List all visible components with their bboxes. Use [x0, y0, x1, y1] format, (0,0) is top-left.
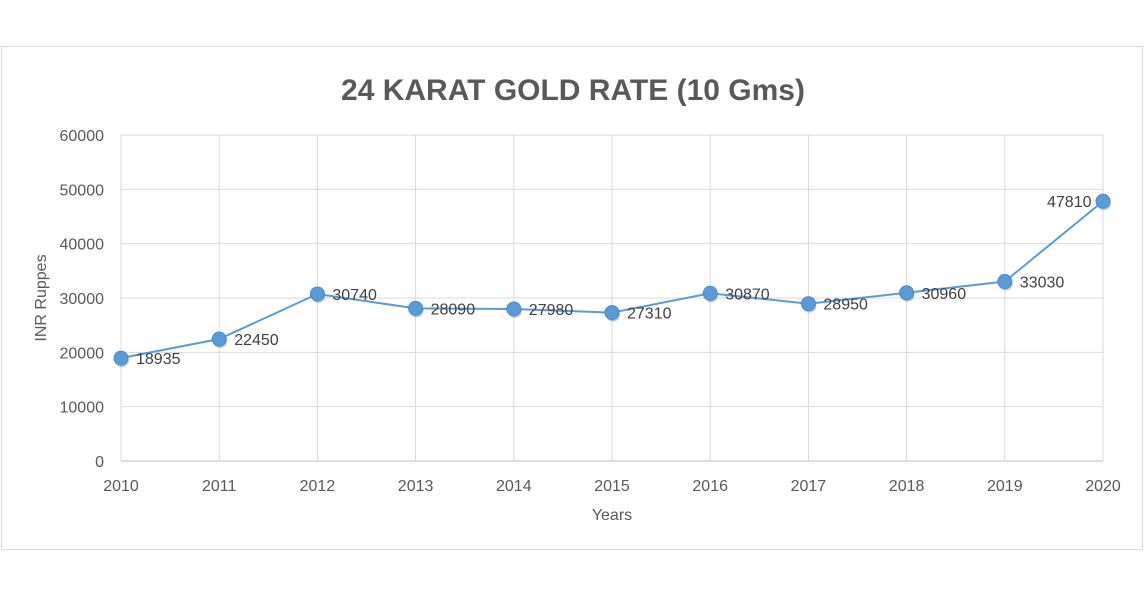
y-tick-label-50000: 50000: [60, 182, 105, 199]
y-tick-label-0: 0: [95, 454, 104, 471]
data-point-2016: [702, 285, 718, 301]
y-tick-label-10000: 10000: [60, 400, 105, 417]
data-label-2013: 28090: [431, 301, 476, 318]
x-tick-label-2018: 2018: [889, 478, 925, 495]
y-axis-title: INR Ruppes: [33, 254, 50, 341]
y-tick-label-60000: 60000: [60, 128, 105, 145]
data-label-2011: 22450: [234, 332, 279, 349]
data-point-2020: [1095, 193, 1111, 209]
x-tick-label-2015: 2015: [594, 478, 630, 495]
chart-title: 24 KARAT GOLD RATE (10 Gms): [341, 74, 805, 107]
x-tick-label-2016: 2016: [692, 478, 728, 495]
data-point-2013: [408, 300, 424, 316]
y-tick-label-40000: 40000: [60, 237, 105, 254]
x-tick-label-2011: 2011: [202, 478, 237, 495]
data-label-2017: 28950: [823, 297, 868, 314]
data-point-2015: [604, 305, 620, 321]
x-axis-ticks: 2010 2011 2012 2013 2014 2015 2016 2017 2018 2019…: [103, 478, 1121, 495]
x-axis-title: Years: [592, 507, 632, 524]
data-point-2018: [899, 285, 915, 301]
data-point-2014: [506, 301, 522, 317]
data-point-2019: [997, 274, 1013, 290]
x-tick-label-2010: 2010: [103, 478, 139, 495]
data-point-2011: [211, 331, 227, 347]
data-label-2020: 47810: [1047, 194, 1092, 211]
data-point-2010: [113, 350, 129, 366]
y-tick-label-30000: 30000: [60, 291, 105, 308]
data-labels: 18935 22450 30740 28090 27980 27310 30870 28950…: [136, 194, 1092, 368]
x-tick-label-2019: 2019: [987, 478, 1023, 495]
data-point-2012: [309, 286, 325, 302]
y-axis-ticks: 0 10000 20000 30000 40000 50000 60000: [60, 128, 105, 471]
x-tick-label-2020: 2020: [1085, 478, 1121, 495]
data-point-2017: [800, 296, 816, 312]
data-label-2016: 30870: [725, 286, 770, 303]
data-label-2015: 27310: [627, 306, 672, 323]
x-tick-label-2012: 2012: [300, 478, 336, 495]
data-label-2010: 18935: [136, 351, 181, 368]
data-label-2012: 30740: [332, 287, 377, 304]
y-tick-label-20000: 20000: [60, 345, 105, 362]
data-label-2014: 27980: [529, 302, 574, 319]
x-tick-label-2013: 2013: [398, 478, 434, 495]
data-label-2019: 33030: [1020, 275, 1065, 292]
data-label-2018: 30960: [922, 286, 967, 303]
series-gold-rate: [113, 193, 1111, 368]
x-tick-label-2017: 2017: [791, 478, 827, 495]
x-tick-label-2014: 2014: [496, 478, 532, 495]
